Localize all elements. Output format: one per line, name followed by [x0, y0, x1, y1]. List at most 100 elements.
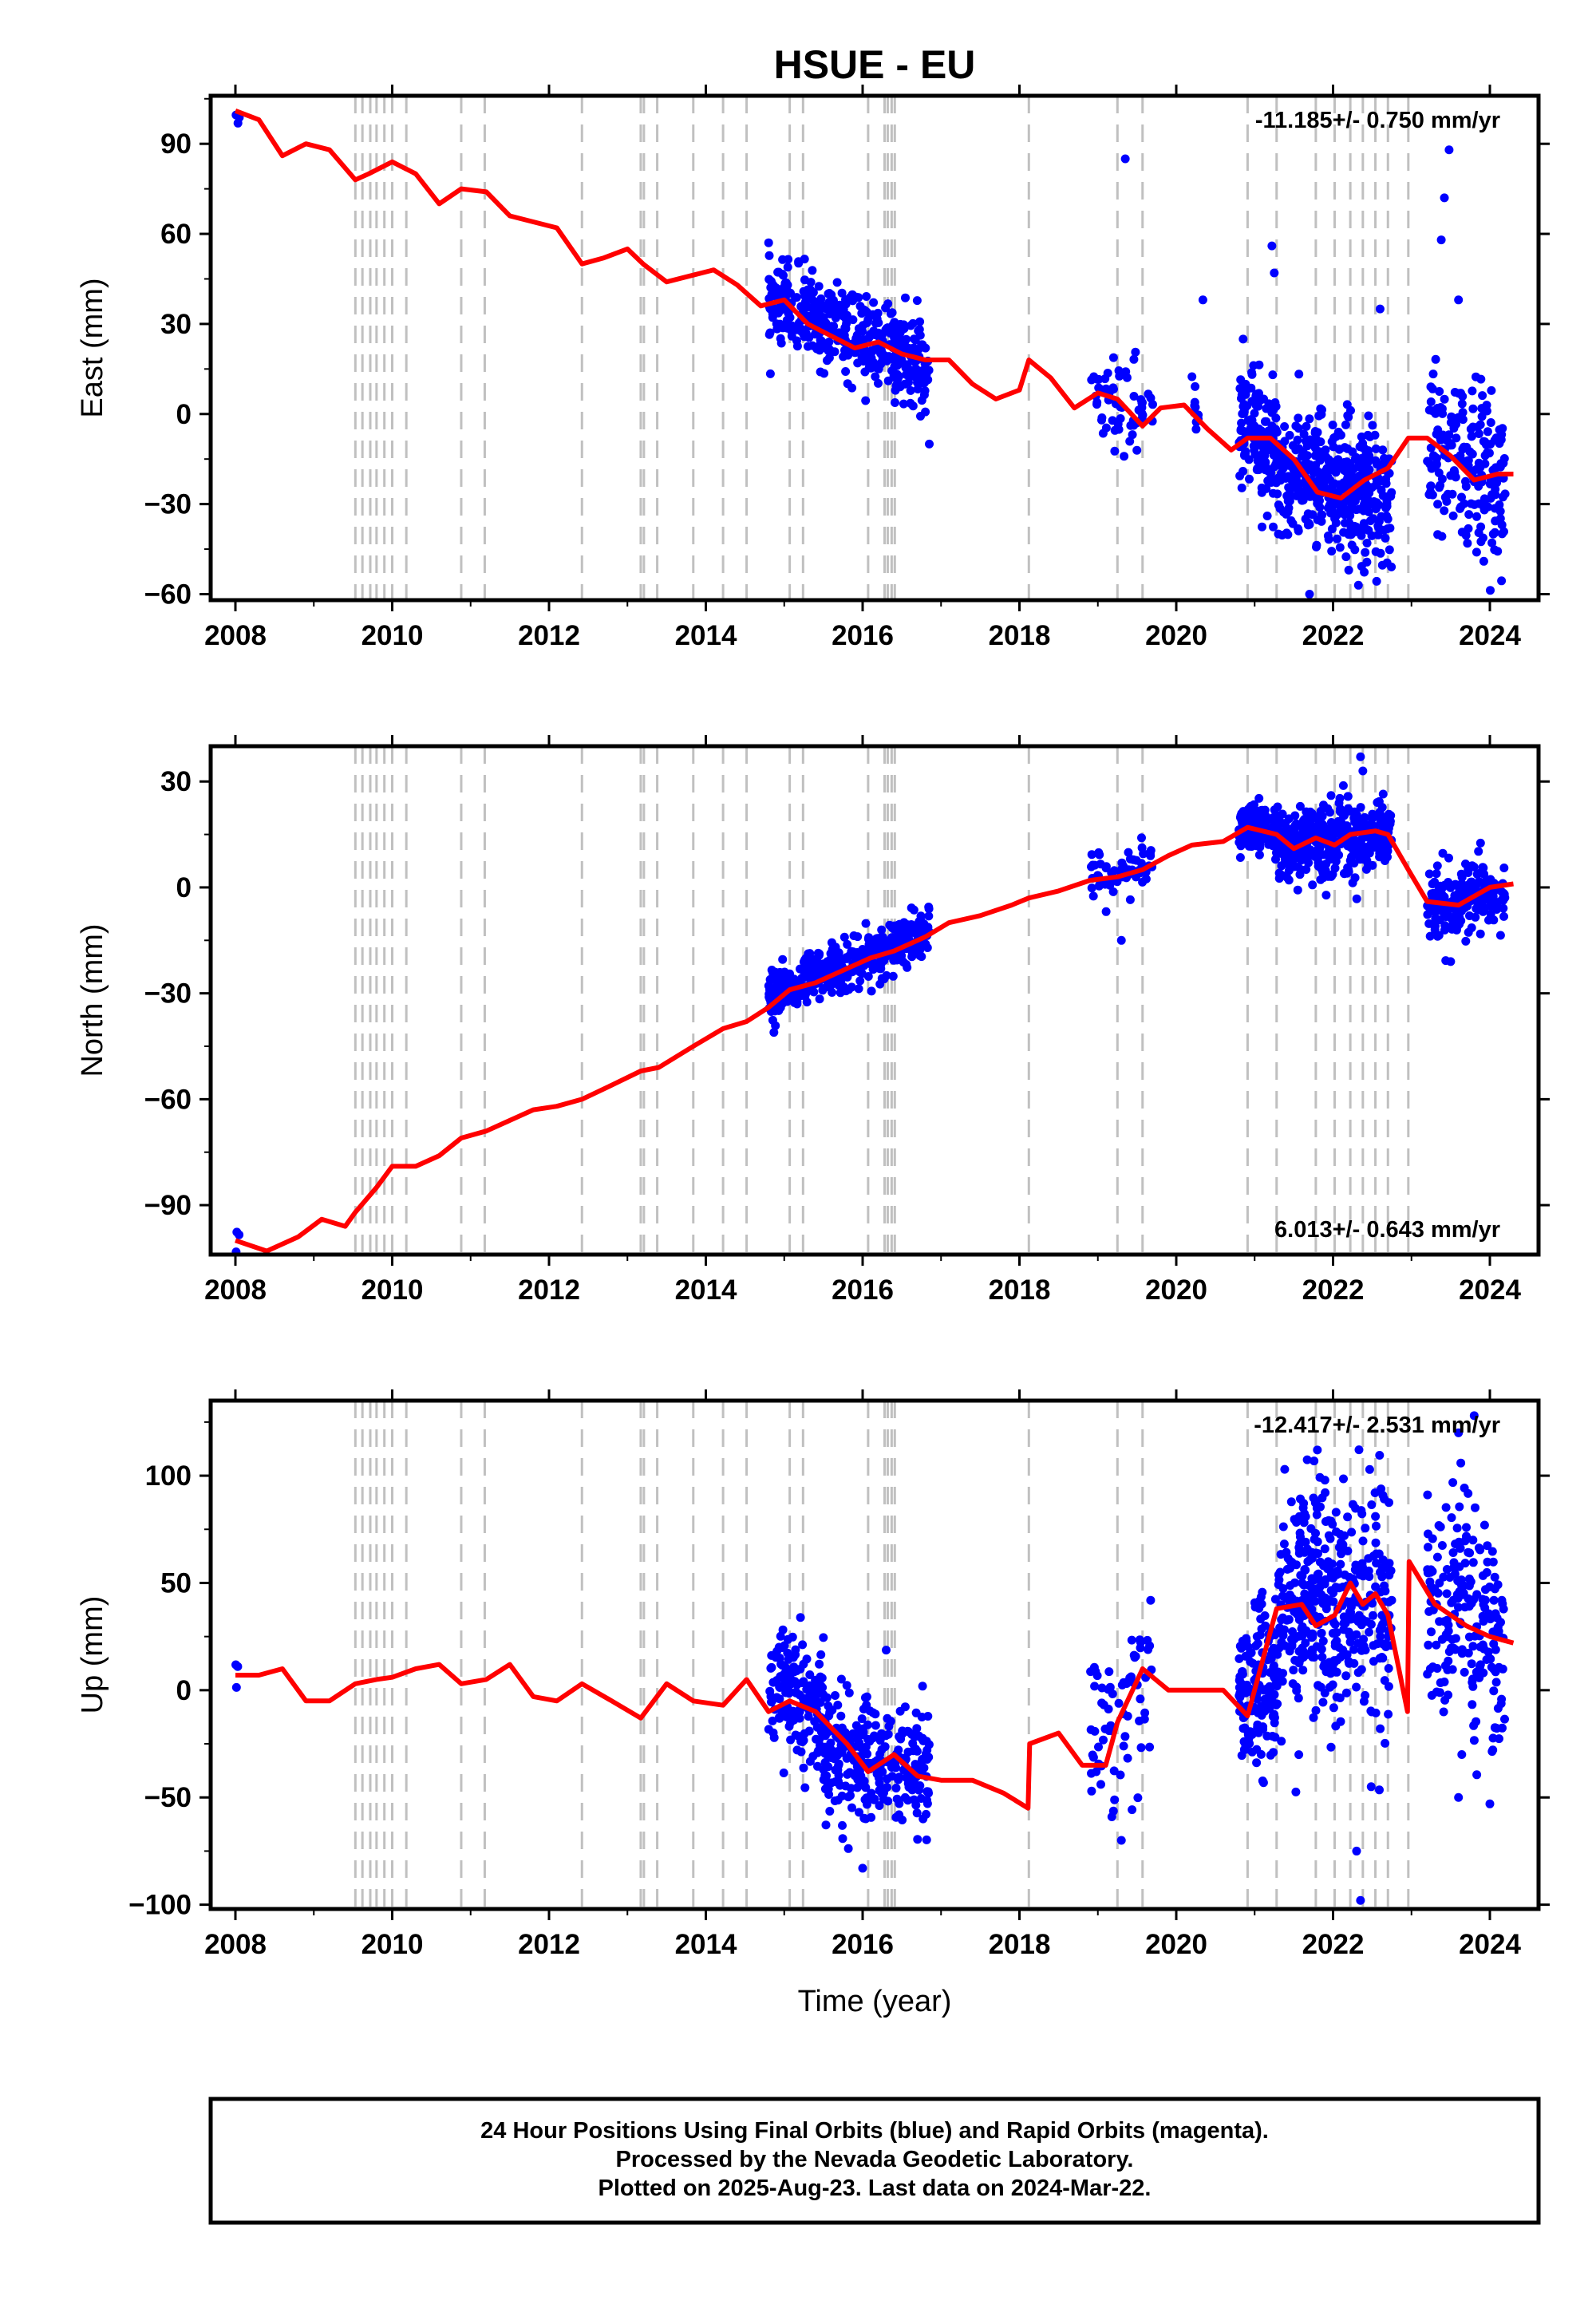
data-point	[1378, 789, 1388, 799]
data-point	[1464, 1574, 1474, 1583]
data-point	[1464, 1648, 1473, 1658]
data-point	[779, 1769, 788, 1777]
data-point	[821, 1747, 831, 1756]
plot-area-east	[231, 96, 1514, 600]
data-point	[1471, 1503, 1479, 1512]
data-point	[1246, 1648, 1256, 1658]
data-point	[766, 276, 776, 286]
data-point	[1383, 514, 1393, 524]
data-point	[1381, 1738, 1390, 1748]
data-point	[1452, 433, 1461, 443]
y-tick-label: −100	[128, 1890, 192, 1921]
data-point	[1120, 1732, 1130, 1741]
data-point	[1329, 442, 1338, 452]
data-point	[1298, 1622, 1307, 1631]
data-point	[1250, 449, 1260, 459]
data-point	[780, 1641, 789, 1650]
data-point	[1304, 518, 1314, 528]
data-point	[1124, 848, 1133, 857]
data-point	[1140, 1708, 1150, 1717]
data-point	[1349, 1614, 1358, 1622]
x-tick-label: 2010	[361, 1275, 424, 1306]
y-tick-label: −60	[144, 579, 192, 610]
data-point	[1361, 449, 1371, 459]
data-point	[791, 1730, 800, 1740]
data-point	[1472, 1770, 1482, 1780]
data-point	[1440, 506, 1449, 516]
data-point	[915, 1781, 925, 1790]
data-point	[783, 263, 792, 272]
data-point	[847, 383, 857, 393]
data-point	[918, 340, 927, 350]
data-point	[1136, 1743, 1146, 1753]
data-point	[1325, 1682, 1334, 1692]
data-point	[924, 1753, 934, 1762]
data-point	[771, 289, 780, 298]
data-point	[792, 1687, 801, 1697]
data-point	[1488, 529, 1498, 539]
data-point	[1298, 496, 1308, 505]
data-point	[838, 1834, 847, 1844]
data-point	[1252, 1745, 1262, 1754]
data-point	[1237, 483, 1246, 492]
data-point	[1371, 547, 1381, 556]
data-point	[834, 1759, 843, 1769]
data-point	[1129, 354, 1139, 364]
data-point	[1488, 1627, 1498, 1637]
data-point	[1457, 399, 1467, 409]
data-point	[1358, 816, 1368, 826]
data-point	[1133, 1793, 1143, 1803]
data-point	[1467, 499, 1476, 508]
data-point	[1310, 848, 1319, 857]
data-point	[772, 1646, 782, 1656]
data-point	[1499, 911, 1508, 921]
data-point	[1088, 1750, 1097, 1760]
data-point	[1355, 442, 1365, 452]
data-point	[1446, 957, 1456, 966]
data-point	[1357, 562, 1366, 571]
data-point	[848, 315, 858, 325]
data-point	[824, 289, 833, 298]
data-point	[1096, 1780, 1105, 1789]
data-point	[1469, 1721, 1479, 1730]
data-point	[1245, 474, 1254, 484]
data-point	[768, 1678, 778, 1687]
data-point	[1374, 523, 1383, 532]
data-point	[1454, 1792, 1464, 1802]
data-point	[1343, 804, 1353, 813]
panel-north: 2008 2010 2012 2014 2016 2018 2020 2022 2024 30 0 −…	[76, 735, 1550, 1306]
data-point	[1339, 1474, 1348, 1484]
y-tick-label: −90	[144, 1190, 192, 1221]
data-point	[1110, 1795, 1120, 1804]
data-point	[1320, 1659, 1329, 1669]
data-point	[1378, 1654, 1388, 1663]
data-point	[1432, 404, 1442, 413]
data-point	[816, 294, 826, 303]
model-line-up	[235, 1559, 1515, 1811]
data-point	[863, 1749, 872, 1759]
data-point	[823, 356, 832, 366]
data-point	[1297, 865, 1306, 875]
data-point	[858, 1863, 867, 1873]
data-point	[1465, 911, 1474, 920]
data-point	[1481, 1585, 1490, 1595]
data-point	[1288, 1679, 1298, 1689]
data-point	[1295, 479, 1305, 488]
data-point	[1295, 1655, 1305, 1665]
data-point	[1101, 384, 1111, 393]
x-tick-label: 2008	[204, 1275, 267, 1306]
data-point	[1268, 370, 1278, 380]
data-point	[1352, 1682, 1361, 1692]
data-point	[783, 1648, 792, 1658]
data-point	[900, 1702, 910, 1712]
x-tick-label: 2016	[832, 1275, 894, 1306]
data-point	[1335, 1529, 1345, 1539]
data-point	[1321, 453, 1331, 462]
data-point	[841, 299, 851, 309]
data-point	[1483, 502, 1493, 512]
data-point	[1278, 871, 1287, 880]
data-point	[1377, 803, 1387, 812]
data-point	[1381, 1638, 1391, 1648]
data-point	[859, 1777, 869, 1786]
data-point	[1345, 1573, 1354, 1582]
